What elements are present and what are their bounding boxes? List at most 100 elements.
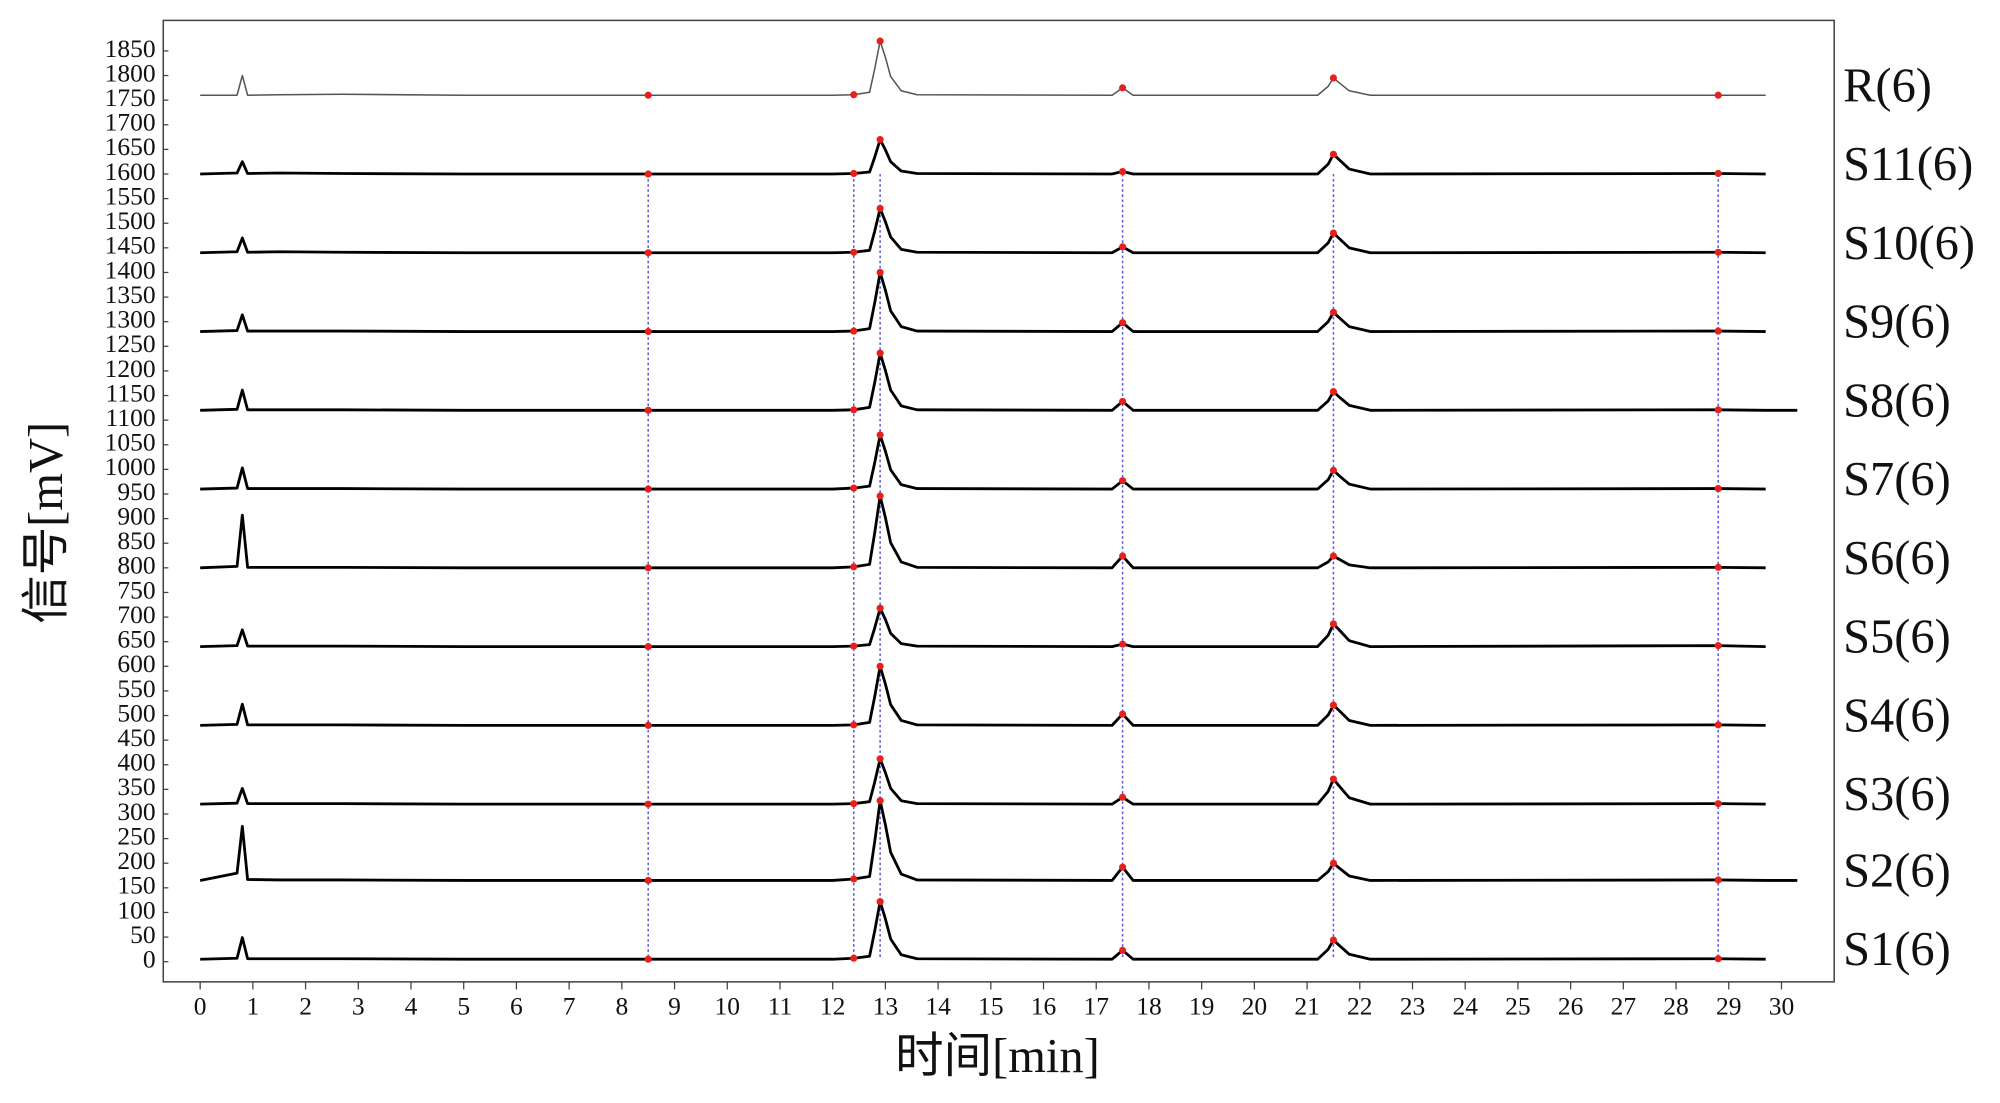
reference-peak-marker <box>850 484 858 492</box>
y-tick-label: 950 <box>117 477 155 506</box>
x-tick-label: 5 <box>457 992 470 1021</box>
reference-peak-marker <box>1119 319 1127 327</box>
series-label: S10(6) <box>1843 217 1975 270</box>
reference-peak-marker <box>1119 84 1127 92</box>
reference-peak-marker <box>850 721 858 729</box>
reference-peak-marker <box>1329 466 1338 474</box>
y-tick-label: 300 <box>117 797 155 826</box>
reference-peak-marker <box>1329 775 1338 783</box>
y-tick-label: 1100 <box>106 403 156 432</box>
trace <box>200 606 1766 649</box>
y-tick-label: 450 <box>117 723 155 752</box>
reference-peak-marker <box>876 604 884 612</box>
trace <box>200 494 1766 570</box>
reference-peak-marker <box>1714 169 1722 178</box>
reference-peak-marker <box>1119 793 1127 801</box>
y-tick-label: 1450 <box>105 231 156 260</box>
x-tick-label: 16 <box>1031 992 1057 1021</box>
reference-peak-marker <box>1329 229 1338 237</box>
y-tick-label: 250 <box>117 821 155 850</box>
y-tick-label: 1400 <box>105 255 156 284</box>
x-tick-label: 0 <box>194 992 207 1021</box>
reference-peak-marker <box>1119 552 1127 560</box>
x-tick-label: 20 <box>1242 992 1268 1021</box>
reference-peak-marker <box>644 721 652 729</box>
reference-peak-marker <box>1714 876 1722 884</box>
x-tick-label: 1 <box>246 992 259 1021</box>
reference-peak-marker <box>1714 248 1722 256</box>
trace <box>200 138 1766 176</box>
x-tick-label: 26 <box>1558 992 1584 1021</box>
x-tick-label: 21 <box>1294 992 1320 1021</box>
x-tick-label: 25 <box>1505 992 1531 1021</box>
y-axis-title: 信号[mV] <box>20 422 73 624</box>
reference-peak-marker <box>1329 936 1338 944</box>
reference-peak-marker <box>1329 150 1338 158</box>
x-tick-label: 12 <box>820 992 846 1021</box>
series-label: S1(6) <box>1843 923 1951 976</box>
x-tick-label: 29 <box>1716 992 1742 1021</box>
x-tick-label: 28 <box>1663 992 1689 1021</box>
series-label: S7(6) <box>1843 453 1951 506</box>
reference-peak-marker <box>644 485 652 493</box>
reference-peak-marker <box>876 492 884 500</box>
reference-peak-marker <box>644 170 652 178</box>
reference-peak-marker <box>1329 552 1338 560</box>
reference-peak-marker <box>1119 243 1127 251</box>
reference-peak-marker <box>1714 563 1722 571</box>
reference-peak-marker <box>644 643 652 651</box>
reference-peak-marker <box>1714 800 1722 808</box>
trace <box>200 757 1766 806</box>
y-tick-label: 50 <box>130 920 156 949</box>
y-tick-label: 1250 <box>105 329 156 358</box>
series-label: S3(6) <box>1843 768 1951 821</box>
y-tick-label: 1700 <box>105 108 156 137</box>
x-tick-label: 9 <box>668 992 681 1021</box>
reference-peak-marker <box>1329 74 1338 82</box>
trace <box>200 271 1766 333</box>
trace <box>200 664 1766 727</box>
y-tick-label: 750 <box>117 575 155 604</box>
x-tick-label: 13 <box>873 992 899 1021</box>
y-tick-label: 800 <box>117 551 155 580</box>
y-tick-label: 0 <box>143 945 156 974</box>
y-tick-label: 1500 <box>105 206 156 235</box>
x-tick-label: 24 <box>1452 992 1478 1021</box>
reference-peak-marker <box>1119 397 1127 406</box>
reference-peak-marker <box>644 564 652 572</box>
y-tick-label: 900 <box>117 501 155 530</box>
y-tick-label: 150 <box>117 871 155 900</box>
reference-peak-marker <box>1119 167 1127 176</box>
reference-peak-marker <box>876 755 884 763</box>
x-tick-label: 19 <box>1189 992 1215 1021</box>
reference-peak-marker <box>644 327 652 336</box>
y-tick-label: 1850 <box>105 34 156 63</box>
x-tick-label: 14 <box>925 992 951 1021</box>
x-tick-label: 3 <box>352 992 365 1021</box>
reference-peak-marker <box>876 662 884 670</box>
x-tick-label: 6 <box>510 992 523 1021</box>
reference-peak-marker <box>850 327 858 335</box>
y-tick-label: 400 <box>117 748 155 777</box>
y-tick-label: 1200 <box>105 354 156 383</box>
x-tick-label: 4 <box>405 992 418 1021</box>
reference-peak-marker <box>1119 640 1127 648</box>
reference-peak-marker <box>876 797 884 805</box>
y-tick-label: 350 <box>117 772 155 801</box>
reference-peak-marker <box>1714 91 1722 99</box>
y-tick-label: 1750 <box>105 83 156 112</box>
reference-peak-marker <box>1329 620 1338 628</box>
plot-frame <box>162 19 1835 983</box>
x-tick-label: 18 <box>1136 992 1162 1021</box>
reference-peak-marker <box>1329 859 1338 867</box>
reference-peak-marker <box>850 642 858 650</box>
y-tick-label: 1800 <box>105 58 156 87</box>
reference-peak-marker <box>644 800 652 808</box>
trace <box>200 207 1766 255</box>
x-tick-label: 17 <box>1083 992 1109 1021</box>
y-tick-label: 500 <box>117 698 155 727</box>
series-label: S6(6) <box>1843 532 1951 585</box>
reference-peak-marker <box>644 406 652 414</box>
x-axis-title: 时间[min] <box>895 1030 1100 1083</box>
